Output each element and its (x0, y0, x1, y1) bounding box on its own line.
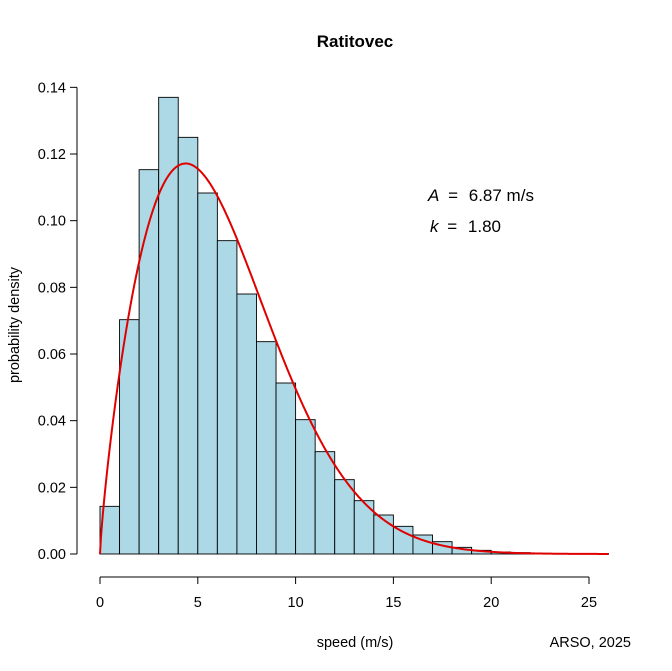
x-tick-label: 10 (288, 595, 304, 611)
histogram-bar (392, 525, 414, 555)
histogram-bar (256, 341, 277, 555)
histogram-bar (138, 169, 160, 555)
param-k-value: 1.80 (468, 217, 501, 236)
histogram-bars (99, 96, 610, 555)
y-tick-label: 0.10 (38, 214, 66, 230)
credit-label: ARSO, 2025 (550, 635, 631, 651)
histogram-bar (236, 293, 257, 555)
y-tick-label: 0.06 (38, 347, 66, 363)
fit-parameter-annotation-k: k = 1.80 (430, 217, 501, 236)
y-axis: 0.00 0.02 0.04 0.06 0.08 0.10 0.12 0.14 (38, 80, 78, 563)
param-a-symbol: A (427, 186, 439, 205)
y-axis-title: probability density (7, 266, 23, 383)
param-a-equals: = (448, 186, 458, 205)
x-tick-label: 25 (581, 595, 597, 611)
svg-text:k = 1.80: k = 1.80 (430, 217, 501, 236)
chart-title: Ratitovec (317, 32, 394, 51)
y-tick-label: 0.04 (38, 414, 66, 430)
fit-parameter-annotation-a: A = 6.87 m/s (427, 186, 534, 205)
x-tick-label: 5 (194, 595, 202, 611)
histogram-bar (216, 240, 238, 555)
histogram-bar (177, 136, 199, 555)
x-axis: 0 5 10 15 20 25 (96, 576, 597, 611)
y-tick-label: 0.12 (38, 147, 66, 163)
y-tick-label: 0.00 (38, 547, 66, 563)
param-k-equals: = (447, 217, 457, 236)
x-tick-label: 15 (385, 595, 401, 611)
histogram-bar (334, 479, 355, 555)
y-tick-label: 0.08 (38, 280, 66, 296)
x-tick-label: 20 (483, 595, 499, 611)
param-a-value: 6.87 m/s (469, 186, 534, 205)
y-tick-label: 0.02 (38, 480, 66, 496)
histogram-bar (314, 451, 336, 555)
histogram-bar (275, 382, 297, 555)
weibull-fit-curve (99, 162, 609, 555)
histogram-bar (197, 192, 218, 555)
svg-text:A = 6.87 m/s: A = 6.87 m/s (427, 186, 534, 205)
x-axis-title: speed (m/s) (317, 635, 394, 651)
histogram-bar (295, 419, 316, 555)
y-tick-label: 0.14 (38, 80, 66, 96)
histogram-bar (158, 96, 179, 555)
param-k-symbol: k (430, 217, 440, 236)
x-tick-label: 0 (96, 595, 104, 611)
